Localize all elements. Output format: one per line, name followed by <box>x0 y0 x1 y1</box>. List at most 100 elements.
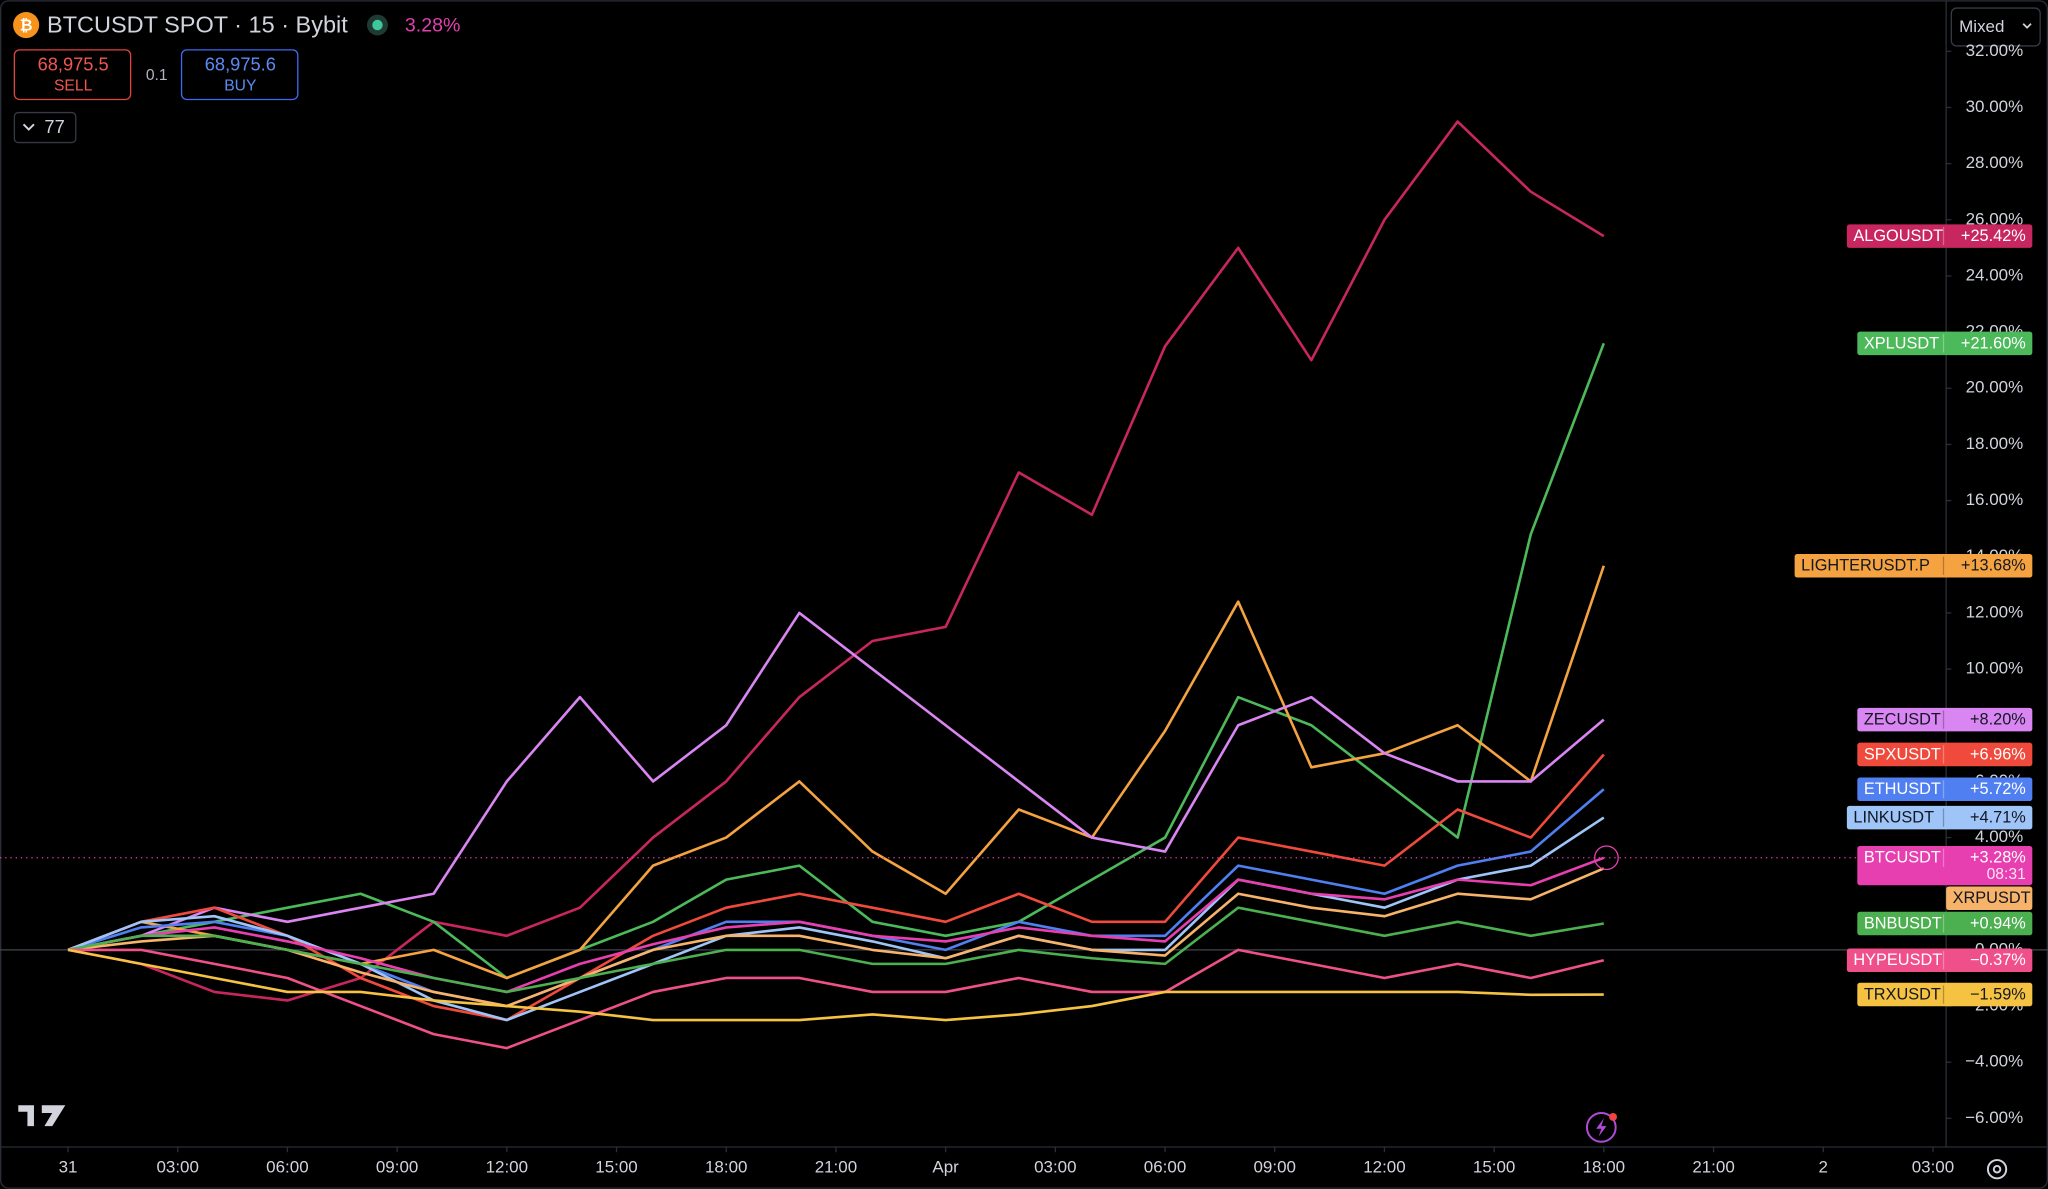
y-tick-label: 18.00% <box>1966 434 2024 453</box>
settings-icon-center <box>1992 1164 2002 1174</box>
value-tag-value: +3.28% <box>1970 849 2026 867</box>
chevron <box>22 123 35 131</box>
value-tag-value: +6.96% <box>1970 745 2026 763</box>
y-tick-label: −4.00% <box>1965 1052 2023 1071</box>
value-tag <box>1857 742 2033 767</box>
value-tag <box>1846 805 2033 830</box>
y-tick-label: −6.00% <box>1965 1108 2023 1127</box>
value-tag-value: +21.60% <box>1961 334 2026 352</box>
value-tag <box>1794 553 2033 578</box>
change: 3.28% <box>405 15 461 37</box>
scale-mode-dropdown[interactable] <box>1950 7 2041 47</box>
x-tick-label: 12:00 <box>486 1157 528 1176</box>
alert-dot <box>1609 1113 1617 1121</box>
coin-icon <box>13 11 40 39</box>
x-tick-label: 15:00 <box>1473 1157 1515 1176</box>
x-tick-label: 18:00 <box>1583 1157 1625 1176</box>
value-tag <box>1846 948 2033 973</box>
value-tag <box>1946 886 2033 911</box>
value-tag-value: +25.42% <box>1961 227 2026 245</box>
value-tag <box>1857 707 2033 732</box>
value-tag-name: BNBUSDT <box>1864 914 1942 932</box>
x-tick-label: 15:00 <box>595 1157 637 1176</box>
value-tag-value: −1.59% <box>1970 985 2026 1003</box>
buy-price: 68,975.6 <box>205 53 276 74</box>
settings-icon[interactable] <box>1986 1159 2008 1180</box>
series-line <box>67 611 1605 952</box>
value-tag-name: XPLUSDT <box>1864 334 1939 352</box>
x-tick-label: 09:00 <box>1254 1157 1296 1176</box>
sell-label: SELL <box>54 78 93 95</box>
value-tag-value: +0.94% <box>1970 914 2026 932</box>
value-tag-value: +5.72% <box>1970 780 2026 798</box>
y-tick-label: 32.00% <box>1966 41 2024 60</box>
x-tick-label: 31 <box>59 1157 78 1176</box>
value-tag-name: XRPUSDT <box>1953 889 2031 907</box>
value-tag <box>1857 331 2033 356</box>
scale-mode: Mixed <box>1959 17 2004 36</box>
sell-button[interactable] <box>13 49 132 101</box>
value-tag <box>1846 224 2033 248</box>
x-tick-label: 03:00 <box>1034 1157 1076 1176</box>
y-tick-label: 12.00% <box>1966 602 2024 621</box>
value-tag-name: TRXUSDT <box>1864 985 1941 1003</box>
value-tag-name: SPXUSDT <box>1864 745 1941 763</box>
symbol-title[interactable]: BTCUSDT SPOT · 15 · Bybit <box>47 12 348 38</box>
value-tag-value: +4.71% <box>1970 809 2026 827</box>
value-tag-name: LIGHTERUSDT.P <box>1801 557 1930 575</box>
chevron <box>2022 23 2032 29</box>
value-tag-name: HYPEUSDT <box>1853 951 1942 969</box>
series-line <box>67 120 1605 1002</box>
y-tick-label: 10.00% <box>1966 659 2024 678</box>
series-count: 77 <box>44 116 64 137</box>
y-tick-label: 16.00% <box>1966 490 2024 509</box>
x-tick-label: Apr <box>932 1157 959 1176</box>
value-tag <box>1857 777 2033 802</box>
value-tag <box>1857 846 2033 886</box>
alert-bolt <box>1596 1118 1607 1137</box>
value-tag-name: BTCUSDT <box>1864 849 1941 867</box>
value-tag-name: LINKUSDT <box>1853 809 1934 827</box>
value-tag-value: +8.20% <box>1970 711 2026 729</box>
logo[interactable] <box>18 1105 66 1127</box>
price-marker <box>1594 845 1619 871</box>
status-dot <box>372 19 383 31</box>
value-tag-name: ALGOUSDT <box>1853 227 1943 245</box>
x-tick-label: 03:00 <box>156 1157 198 1176</box>
x-tick-label: 18:00 <box>705 1157 747 1176</box>
series-line <box>67 856 1605 994</box>
x-tick-label: 12:00 <box>1363 1157 1405 1176</box>
x-tick-label: 2 <box>1819 1157 1828 1176</box>
value-tag-value: +13.68% <box>1961 557 2026 575</box>
value-tag-name: ETHUSDT <box>1864 780 1941 798</box>
y-tick-label: 28.00% <box>1966 153 2024 172</box>
alert-icon[interactable] <box>1585 1112 1617 1143</box>
series-line <box>67 906 1605 994</box>
coin-icon-glyph: ₿ <box>20 16 33 34</box>
buy-label: BUY <box>224 78 257 95</box>
x-tick-label: 21:00 <box>1692 1157 1734 1176</box>
buy-button[interactable] <box>180 49 299 101</box>
x-tick-label: 06:00 <box>266 1157 308 1176</box>
legend-toggle[interactable] <box>13 111 77 144</box>
value-tag <box>1857 911 2033 936</box>
y-tick-label: 4.00% <box>1975 827 2023 846</box>
series-line <box>67 342 1606 980</box>
x-tick-label: 03:00 <box>1912 1157 1954 1176</box>
series-line <box>67 948 1604 1022</box>
value-tag-name: ZECUSDT <box>1864 711 1941 729</box>
x-tick-label: 21:00 <box>815 1157 857 1176</box>
x-tick-label: 09:00 <box>376 1157 418 1176</box>
series-line <box>67 867 1605 1008</box>
y-tick-label: 26.00% <box>1966 209 2024 228</box>
sell-price: 68,975.5 <box>38 53 109 74</box>
value-tag <box>1857 982 2033 1007</box>
x-tick-label: 06:00 <box>1144 1157 1186 1176</box>
plot-area <box>0 120 2048 1050</box>
y-tick-label: 20.00% <box>1966 378 2024 397</box>
countdown: 08:31 <box>1987 866 2026 883</box>
quantity[interactable]: 0.1 <box>146 67 168 84</box>
y-tick-label: 24.00% <box>1966 265 2024 284</box>
